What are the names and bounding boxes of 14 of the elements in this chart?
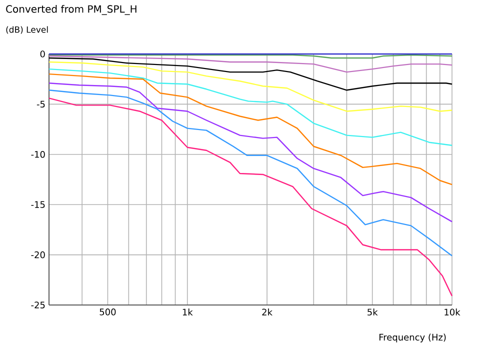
x-tick-label: 500 <box>100 308 116 316</box>
y-axis-title: (dB) Level <box>6 26 48 34</box>
y-tick-label: -5 <box>36 100 45 108</box>
y-tick-label: -10 <box>31 150 45 158</box>
x-tick-label: 1k <box>182 308 193 316</box>
x-tick-label: 5k <box>368 308 378 316</box>
y-tick-label: -20 <box>31 251 45 258</box>
x-tick-label: 10k <box>444 308 460 316</box>
chart-title: Converted from PM_SPL_H <box>6 5 136 15</box>
x-axis-title: Frequency (Hz) <box>379 334 446 342</box>
y-tick-label: -15 <box>31 201 45 208</box>
x-tick-label: 2k <box>262 308 272 316</box>
y-tick-label: -25 <box>31 302 45 308</box>
y-tick-label: 0 <box>40 50 45 58</box>
